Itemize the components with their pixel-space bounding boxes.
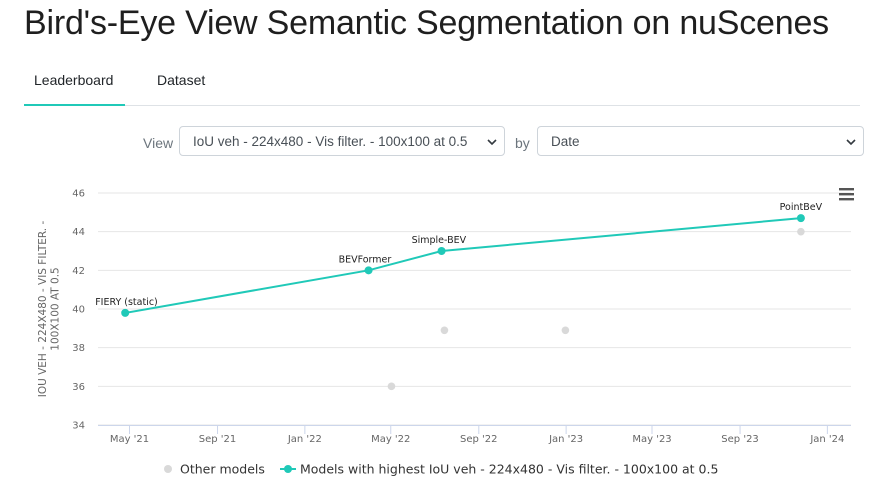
view-select-value: IoU veh - 224x480 - Vis filter. - 100x10… (193, 134, 468, 149)
y-tick-label: 40 (72, 305, 85, 316)
chevron-down-icon (846, 139, 856, 146)
legend-label-other[interactable]: Other models (180, 462, 265, 477)
x-tick-label: Sep '21 (199, 434, 237, 445)
x-tick-label: Sep '23 (721, 434, 759, 445)
point-label: FIERY (static) (95, 297, 158, 308)
view-select[interactable]: IoU veh - 224x480 - Vis filter. - 100x10… (179, 126, 505, 156)
y-tick-label: 42 (72, 266, 85, 277)
hamburger-menu-icon[interactable] (839, 188, 854, 201)
legend: Other models Models with highest IoU veh … (164, 462, 718, 477)
x-tick-label: May '21 (110, 434, 149, 445)
y-tick-label: 34 (72, 421, 85, 432)
page-title: Bird's-Eye View Semantic Segmentation on… (24, 4, 829, 42)
by-label: by (515, 135, 530, 151)
x-tick-label: Jan '22 (287, 434, 322, 445)
other-model-point[interactable] (387, 382, 396, 391)
other-model-point[interactable] (797, 227, 805, 236)
point-label: BEVFormer (339, 254, 392, 265)
x-tick-label: May '22 (371, 434, 410, 445)
chart-svg: 34 36 38 40 42 44 46 May '21 Sep '21 Jan '22 May '… (37, 188, 854, 477)
legend-label-best[interactable]: Models with highest IoU veh - 224x480 - … (300, 462, 718, 477)
active-tab-indicator (24, 104, 125, 106)
tab-leaderboard[interactable]: Leaderboard (34, 72, 114, 88)
gridlines (98, 192, 851, 426)
best-model-point[interactable] (437, 247, 446, 255)
point-label: Simple-BEV (412, 235, 467, 246)
sort-by-select[interactable]: Date (537, 126, 864, 156)
series (121, 214, 805, 391)
chevron-down-icon (487, 139, 497, 146)
chart-controls: View IoU veh - 224x480 - Vis filter. - 1… (0, 126, 873, 158)
legend-marker-other (164, 465, 172, 473)
y-axis-label: IOU VEH - 224X480 - VIS FILTER. -100X100… (37, 221, 62, 398)
y-tick-label: 36 (72, 382, 85, 393)
point-label: PointBeV (780, 202, 823, 213)
axes: 34 36 38 40 42 44 46 May '21 Sep '21 Jan '22 May '… (72, 189, 851, 445)
best-model-point[interactable] (796, 214, 805, 223)
y-tick-label: 46 (72, 189, 85, 200)
leaderboard-chart: 34 36 38 40 42 44 46 May '21 Sep '21 Jan '22 May '… (0, 170, 873, 491)
x-tick-label: May '23 (632, 434, 671, 445)
view-label: View (143, 135, 174, 151)
x-tick-label: Jan '24 (809, 434, 844, 445)
y-tick-label: 38 (72, 343, 85, 354)
y-tick-label: 44 (72, 227, 85, 238)
best-model-point[interactable] (364, 266, 373, 275)
tab-bar: Leaderboard Dataset (24, 64, 860, 106)
sort-by-select-value: Date (551, 134, 580, 149)
tab-dataset[interactable]: Dataset (157, 72, 206, 88)
other-model-point[interactable] (440, 326, 449, 335)
best-model-point[interactable] (121, 308, 130, 317)
x-tick-label: Jan '23 (548, 434, 583, 445)
best-models-line (125, 217, 801, 314)
point-labels: FIERY (static) BEVFormer Simple-BEV PointBe… (95, 202, 822, 308)
legend-marker-best (284, 465, 292, 473)
other-model-point[interactable] (561, 326, 570, 335)
x-tick-label: Sep '22 (460, 434, 498, 445)
